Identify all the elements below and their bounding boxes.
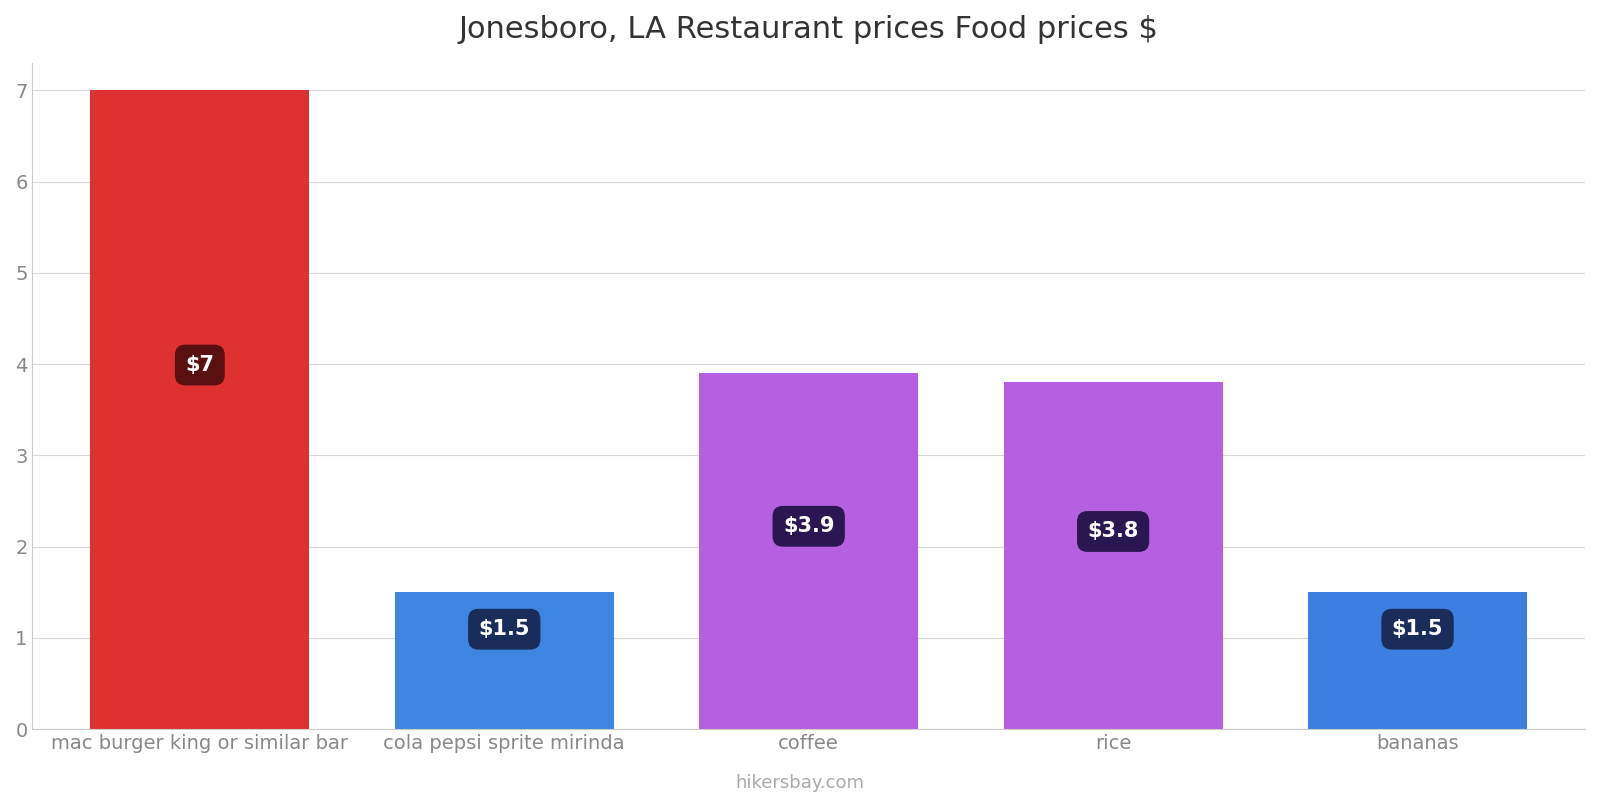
Bar (1307, 592, 1526, 729)
Title: Jonesboro, LA Restaurant prices Food prices $: Jonesboro, LA Restaurant prices Food pri… (459, 15, 1158, 44)
Bar (1003, 382, 1222, 729)
Text: $7: $7 (186, 355, 214, 375)
Text: $1.5: $1.5 (478, 619, 530, 639)
Text: hikersbay.com: hikersbay.com (736, 774, 864, 792)
Text: $3.8: $3.8 (1088, 522, 1139, 542)
Bar (699, 374, 918, 729)
Bar (395, 592, 614, 729)
Text: $1.5: $1.5 (1392, 619, 1443, 639)
Text: $3.9: $3.9 (782, 516, 835, 536)
Bar (90, 90, 309, 729)
